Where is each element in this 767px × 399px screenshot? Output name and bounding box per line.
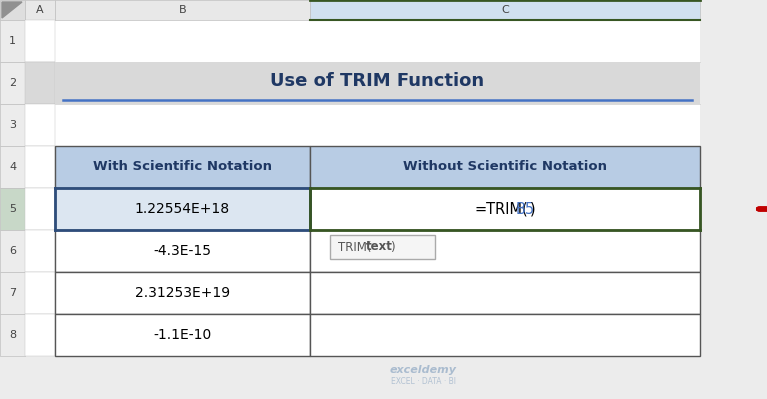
Text: A: A	[36, 5, 44, 15]
Bar	[0, 188, 25, 230]
Bar	[25, 272, 55, 314]
Text: -4.3E-15: -4.3E-15	[153, 244, 212, 258]
Text: 1: 1	[9, 36, 16, 46]
Bar	[55, 272, 310, 314]
Bar	[25, 104, 55, 146]
Bar	[55, 272, 700, 314]
Text: -1.1E-10: -1.1E-10	[153, 328, 212, 342]
Bar	[25, 146, 55, 188]
Bar	[310, 146, 700, 188]
Bar	[0, 104, 25, 146]
Bar	[330, 235, 435, 259]
Bar	[25, 314, 55, 356]
Bar	[25, 20, 55, 62]
Text: 2: 2	[9, 78, 16, 88]
Text: TRIM(: TRIM(	[338, 241, 371, 253]
Bar	[55, 104, 700, 146]
Bar	[55, 62, 700, 104]
Text: 6: 6	[9, 246, 16, 256]
Text: =TRIM(: =TRIM(	[474, 201, 528, 217]
Text: 1.22554E+18: 1.22554E+18	[135, 202, 230, 216]
Bar	[55, 230, 310, 272]
Text: 3: 3	[9, 120, 16, 130]
Bar	[0, 272, 25, 314]
Bar	[310, 230, 700, 272]
Text: 2.31253E+19: 2.31253E+19	[135, 286, 230, 300]
Bar	[25, 230, 55, 272]
Bar	[25, 62, 55, 104]
Text: Use of TRIM Function: Use of TRIM Function	[271, 72, 485, 90]
Text: EXCEL · DATA · BI: EXCEL · DATA · BI	[391, 377, 456, 387]
Text: B5: B5	[516, 201, 535, 217]
Bar	[0, 146, 25, 188]
Bar	[0, 0, 25, 20]
Bar	[310, 314, 700, 356]
Text: C: C	[501, 5, 509, 15]
Text: ): )	[390, 241, 395, 253]
Bar	[310, 0, 700, 20]
Bar	[25, 188, 55, 230]
Bar	[310, 272, 700, 314]
Bar	[55, 62, 700, 104]
Bar	[55, 314, 700, 356]
Bar	[55, 188, 700, 230]
Bar	[0, 20, 25, 62]
Bar	[55, 314, 310, 356]
Text: 8: 8	[9, 330, 16, 340]
Text: 7: 7	[9, 288, 16, 298]
Bar	[0, 230, 25, 272]
Bar	[310, 188, 700, 230]
Polygon shape	[2, 2, 22, 18]
Text: text: text	[366, 241, 393, 253]
Bar	[55, 146, 310, 188]
Bar	[55, 230, 700, 272]
Bar	[55, 0, 310, 20]
Bar	[55, 20, 700, 62]
Bar	[55, 188, 310, 230]
Bar	[25, 0, 55, 20]
Text: 4: 4	[9, 162, 16, 172]
Text: exceldemy: exceldemy	[390, 365, 457, 375]
Bar	[0, 314, 25, 356]
Text: Without Scientific Notation: Without Scientific Notation	[403, 160, 607, 174]
Bar	[55, 146, 700, 188]
Text: B: B	[179, 5, 186, 15]
Text: With Scientific Notation: With Scientific Notation	[93, 160, 272, 174]
Text: ): )	[530, 201, 535, 217]
Bar	[0, 62, 25, 104]
Text: 5: 5	[9, 204, 16, 214]
